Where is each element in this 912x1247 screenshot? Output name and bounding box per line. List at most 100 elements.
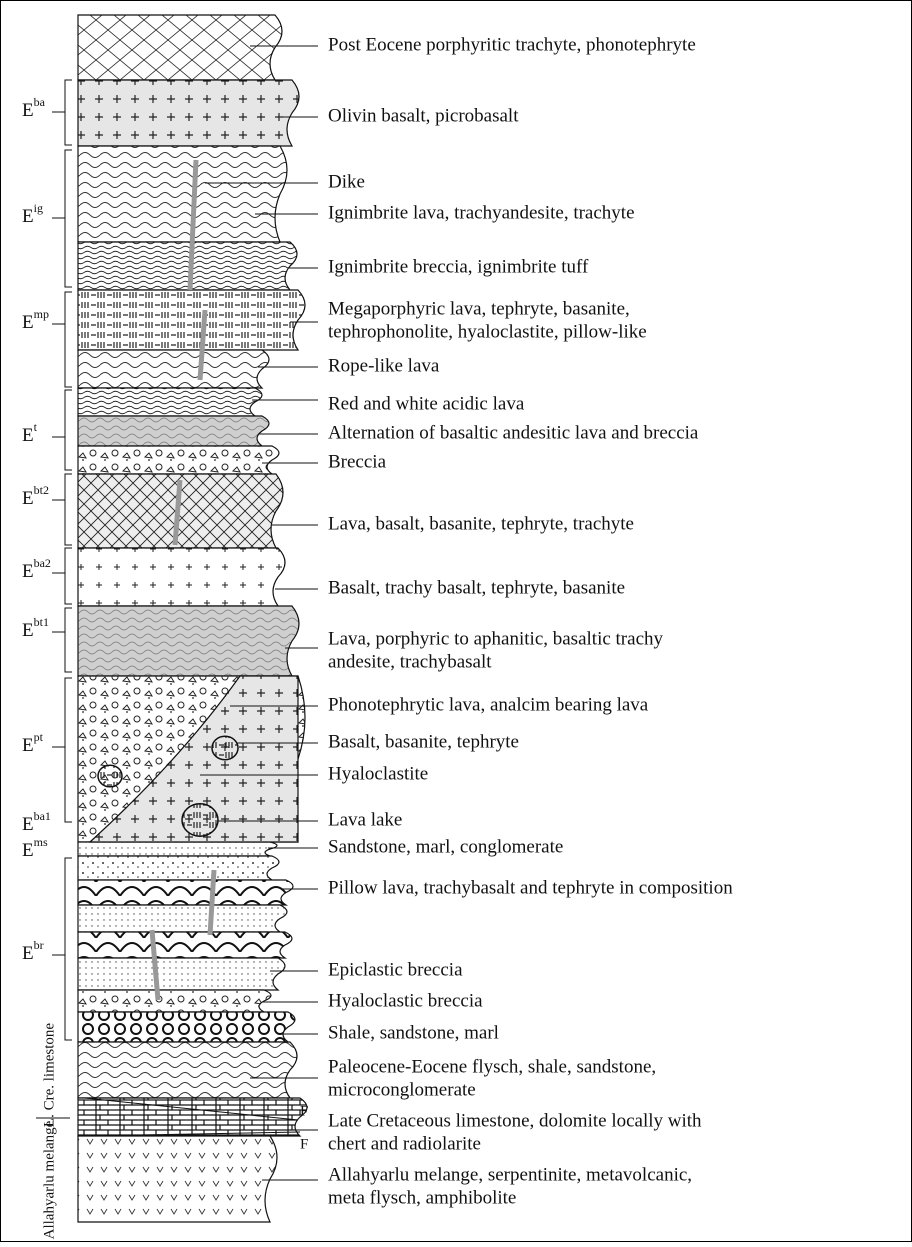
description: andesite, trachybasalt <box>328 651 492 672</box>
description: Megaporphyric lava, tephryte, basanite, <box>328 298 630 319</box>
unit-bracket <box>52 389 72 471</box>
unit-letter: E <box>22 814 34 835</box>
unit-superscript: ms <box>34 835 48 849</box>
unit-superscript: mp <box>34 307 49 321</box>
unit-label: Ept <box>22 730 44 757</box>
side-label: Allahyarlu melange <box>41 1120 57 1239</box>
unit-bracket <box>52 677 72 823</box>
unit-bracket <box>52 473 72 546</box>
description: Basalt, basanite, tephryte <box>328 731 519 752</box>
description: microconglomerate <box>328 1079 476 1100</box>
description: Phonotephrytic lava, analcim bearing lav… <box>328 694 649 715</box>
layer-pattern <box>77 931 293 959</box>
dike <box>207 869 217 936</box>
description: Red and white acidic lava <box>328 393 525 414</box>
description: Late Cretaceous limestone, dolomite loca… <box>328 1110 702 1131</box>
layer-pattern <box>77 289 306 351</box>
unit-label: Emp <box>22 307 49 334</box>
layer-pattern <box>77 547 286 607</box>
description: Ignimbrite lava, trachyandesite, trachyt… <box>328 202 635 223</box>
lava-lake <box>181 803 219 837</box>
unit-letter: E <box>22 735 34 756</box>
description: Paleocene-Eocene flysch, shale, sandston… <box>328 1056 656 1077</box>
unit-letter: E <box>22 312 34 333</box>
description: tephrophonolite, hyaloclastite, pillow-l… <box>328 321 647 342</box>
layer-pattern <box>77 1011 296 1043</box>
description: Lava, porphyric to aphanitic, basaltic t… <box>328 628 664 649</box>
unit-label: Eba1 <box>22 809 51 836</box>
unit-label: Eig <box>22 201 43 228</box>
unit-superscript: t <box>34 420 38 434</box>
dike <box>187 159 199 291</box>
layer-pattern <box>77 349 270 389</box>
layer-pattern <box>77 957 286 991</box>
unit-superscript: ba1 <box>34 809 51 823</box>
lava-lake <box>97 764 123 788</box>
description: Olivin basalt, picrobasalt <box>328 105 519 126</box>
unit-letter: E <box>22 488 34 509</box>
description: Epiclastic breccia <box>328 959 463 980</box>
unit-letter: E <box>22 561 34 582</box>
unit-bracket <box>52 149 72 288</box>
description: Post Eocene porphyritic trachyte, phonot… <box>328 34 696 55</box>
dike <box>197 309 208 381</box>
layers <box>77 14 308 1223</box>
description: Breccia <box>328 451 387 472</box>
description: Shale, sandstone, marl <box>328 1022 499 1043</box>
unit-superscript: bt1 <box>34 615 49 629</box>
unit-label: Et <box>22 420 38 447</box>
unit-superscript: ba2 <box>34 556 51 570</box>
description: Allahyarlu melange, serpentinite, metavo… <box>328 1164 692 1185</box>
side-label: L. Cre. limestone <box>41 1023 57 1127</box>
fault-label: F <box>300 1103 308 1119</box>
unit-letter: E <box>22 425 34 446</box>
unit-letter: E <box>22 840 34 861</box>
unit-superscript: bt2 <box>34 483 49 497</box>
unit-label: Ems <box>22 835 48 862</box>
description: Lava lake <box>328 809 402 830</box>
unit-superscript: ig <box>34 201 43 215</box>
description: Lava, basalt, basanite, tephryte, trachy… <box>328 513 634 534</box>
layer-pattern <box>77 14 283 81</box>
unit-bracket <box>52 857 72 1041</box>
description: Sandstone, marl, conglomerate <box>328 836 563 857</box>
layer-pattern <box>77 241 298 291</box>
layer-pattern <box>77 989 272 1013</box>
description: Pillow lava, trachybasalt and tephryte i… <box>328 877 733 898</box>
unit-label: Ebt2 <box>22 483 49 510</box>
dike <box>172 479 183 546</box>
description: Ignimbrite breccia, ignimbrite tuff <box>328 256 589 277</box>
fault-label: F <box>300 1136 308 1152</box>
layer-pattern <box>77 879 294 906</box>
description: chert and radiolarite <box>328 1133 481 1154</box>
dike <box>149 929 161 1001</box>
unit-label: Eba <box>22 95 46 122</box>
description: Dike <box>328 171 365 192</box>
fault-line <box>84 1097 301 1137</box>
unit-letter: E <box>22 100 34 121</box>
description: Alternation of basaltic andesitic lava a… <box>328 422 699 443</box>
unit-superscript: br <box>34 938 44 952</box>
unit-letter: E <box>22 943 34 964</box>
unit-bracket <box>52 607 72 673</box>
layer-pattern <box>77 1135 278 1223</box>
unit-superscript: ba <box>34 95 46 109</box>
description: Hyaloclastite <box>328 763 428 784</box>
layer-pattern <box>77 473 284 549</box>
unit-label: Eba2 <box>22 556 51 583</box>
layer-pattern <box>77 79 300 147</box>
description: Rope-like lava <box>328 355 440 376</box>
lava-wedge <box>88 675 299 843</box>
lava-lake <box>211 735 239 761</box>
unit-bracket <box>52 547 72 605</box>
unit-label: Ebr <box>22 938 44 965</box>
layer-pattern <box>77 1041 298 1099</box>
unit-letter: E <box>22 206 34 227</box>
unit-bracket <box>52 291 72 388</box>
description: Hyaloclastic breccia <box>328 990 483 1011</box>
layer-pattern <box>77 855 280 881</box>
layer-pattern <box>77 415 270 447</box>
